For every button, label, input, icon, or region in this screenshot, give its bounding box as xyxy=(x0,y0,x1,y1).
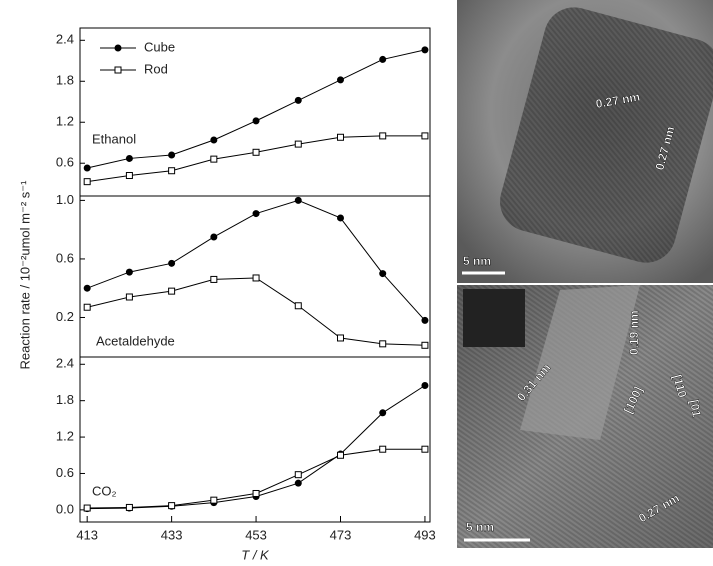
marker xyxy=(422,133,428,139)
marker xyxy=(169,288,175,294)
image-label: 0.19 nm xyxy=(627,310,641,355)
y-tick-label: 1.2 xyxy=(56,114,74,129)
marker xyxy=(210,233,217,240)
y-tick-label: 1.0 xyxy=(56,192,74,207)
y-tick-label: 1.8 xyxy=(56,392,74,407)
x-tick-label: 433 xyxy=(161,527,183,542)
y-tick-label: 0.6 xyxy=(56,250,74,265)
marker xyxy=(337,134,343,140)
marker xyxy=(337,335,343,341)
marker xyxy=(379,56,386,63)
marker xyxy=(421,382,428,389)
marker xyxy=(253,275,259,281)
y-tick-label: 2.4 xyxy=(56,356,74,371)
legend-label: Rod xyxy=(144,61,168,76)
marker xyxy=(295,197,302,204)
marker xyxy=(337,214,344,221)
marker xyxy=(379,270,386,277)
x-tick-label: 413 xyxy=(76,527,98,542)
marker xyxy=(380,446,386,452)
legend-marker xyxy=(115,67,121,73)
marker xyxy=(84,285,91,292)
y-tick-label: 0.6 xyxy=(56,465,74,480)
x-tick-label: 473 xyxy=(330,527,352,542)
x-tick-label: 453 xyxy=(245,527,267,542)
figure: 0.6 1.2 1.8 2.4 Ethanol 0.2 0.6 1.0 Acetaldehyde… xyxy=(0,0,713,566)
marker xyxy=(126,269,133,276)
marker xyxy=(211,156,217,162)
x-axis-label: T / K xyxy=(241,547,270,562)
marker xyxy=(168,260,175,267)
marker xyxy=(211,497,217,503)
image-label: 5 nm xyxy=(466,520,494,534)
marker xyxy=(421,46,428,53)
marker xyxy=(168,152,175,159)
marker xyxy=(380,341,386,347)
y-tick-label: 0.0 xyxy=(56,501,74,516)
marker xyxy=(295,303,301,309)
series-line xyxy=(87,200,425,320)
marker xyxy=(380,133,386,139)
panel-label: Acetaldehyde xyxy=(96,333,175,348)
marker xyxy=(379,409,386,416)
fft-inset xyxy=(463,289,525,347)
marker xyxy=(253,149,259,155)
marker xyxy=(337,452,343,458)
marker xyxy=(337,76,344,83)
y-tick-label: 2.4 xyxy=(56,32,74,47)
marker xyxy=(84,304,90,310)
x-tick-label: 493 xyxy=(414,527,436,542)
marker xyxy=(126,294,132,300)
marker xyxy=(126,504,132,510)
marker xyxy=(84,179,90,185)
marker xyxy=(421,317,428,324)
image-label: 5 nm xyxy=(463,254,491,268)
marker xyxy=(295,141,301,147)
panel-frame xyxy=(80,28,430,196)
marker xyxy=(295,472,301,478)
y-tick-label: 1.2 xyxy=(56,429,74,444)
y-tick-label: 0.6 xyxy=(56,155,74,170)
legend-marker xyxy=(115,45,122,52)
marker xyxy=(422,342,428,348)
marker xyxy=(169,168,175,174)
y-axis-label: Reaction rate / 10⁻²umol m⁻² s⁻¹ xyxy=(17,180,32,370)
marker xyxy=(253,117,260,124)
marker xyxy=(211,276,217,282)
marker xyxy=(126,155,133,162)
marker xyxy=(126,173,132,179)
legend-label: Cube xyxy=(144,39,175,54)
marker xyxy=(253,490,259,496)
marker xyxy=(295,97,302,104)
series-line xyxy=(87,136,425,182)
marker xyxy=(295,480,302,487)
marker xyxy=(84,505,90,511)
panel-label: CO₂ xyxy=(92,483,117,498)
marker xyxy=(84,165,91,172)
marker xyxy=(422,446,428,452)
marker xyxy=(253,210,260,217)
y-tick-label: 0.2 xyxy=(56,309,74,324)
marker xyxy=(169,503,175,509)
panel-label: Ethanol xyxy=(92,131,136,146)
marker xyxy=(210,137,217,144)
y-tick-label: 1.8 xyxy=(56,73,74,88)
